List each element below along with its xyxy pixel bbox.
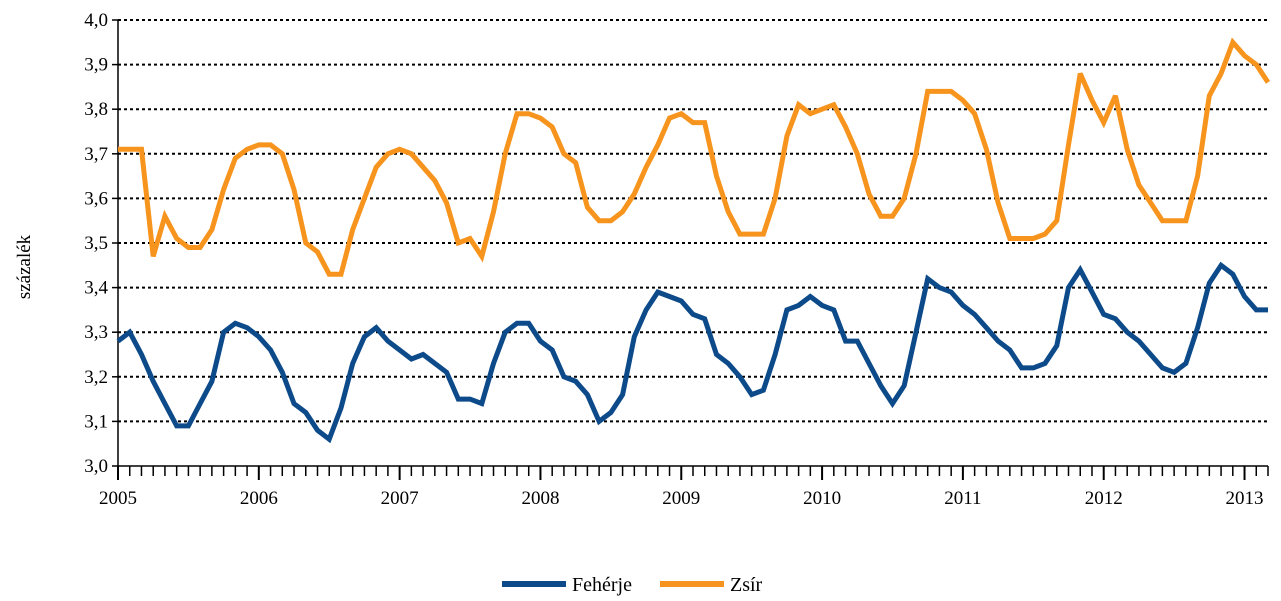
y-axis-title: százalék [14,234,35,299]
y-tick-label: 3,2 [84,367,108,388]
y-tick-label: 3,9 [84,55,108,76]
x-tick-label: 2010 [803,488,841,509]
legend-label: Zsír [730,574,763,596]
legend: Fehérje Zsír [502,574,763,596]
x-tick-label: 2012 [1085,488,1123,509]
y-tick-label: 3,6 [84,188,108,209]
x-tick-label: 2009 [662,488,700,509]
y-tick-label: 3,4 [84,278,108,299]
series-line-feherje [116,261,1268,444]
x-tick-label: 2011 [944,488,981,509]
y-tick-label: 3,1 [84,411,108,432]
x-tick-label: 2005 [99,488,137,509]
y-axis-ticks: 3,0 3,1 3,2 3,3 3,4 3,5 3,6 3,7 3,8 3,9 4,0 [84,10,118,477]
y-tick-label: 3,3 [84,322,108,343]
x-tick-label: 2006 [240,488,278,509]
y-tick-label: 4,0 [84,10,108,31]
x-axis: 2005 2006 2007 2008 2009 2010 2011 2012 2013 [99,20,1269,509]
y-tick-label: 3,5 [84,233,108,254]
x-tick-label: 2008 [521,488,559,509]
legend-label: Fehérje [572,574,632,596]
series-lines [116,37,1271,444]
x-tick-label: 2007 [381,488,419,509]
x-tick-label: 2013 [1226,488,1264,509]
series-line-zsir [118,37,1271,277]
y-tick-label: 3,8 [84,99,108,120]
y-tick-label: 3,0 [84,456,108,477]
y-tick-label: 3,7 [84,144,108,165]
gridlines [118,19,1268,423]
